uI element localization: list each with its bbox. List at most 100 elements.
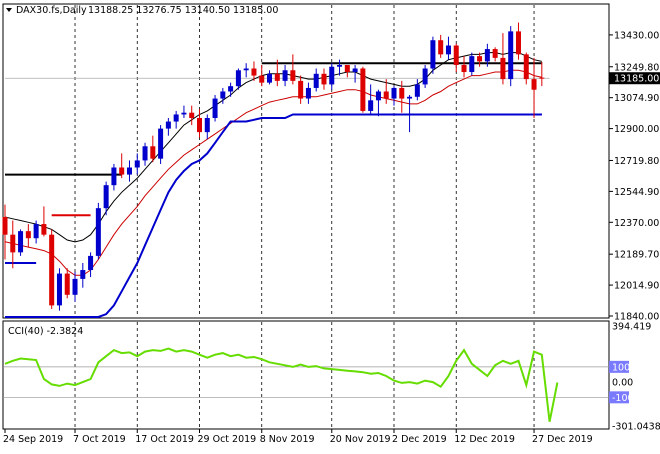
cci-tick-label: 100 bbox=[612, 362, 630, 373]
x-tick-label: 20 Nov 2019 bbox=[330, 434, 391, 445]
envelope-upper bbox=[4, 52, 542, 243]
candle-body bbox=[375, 91, 381, 101]
candle-body bbox=[243, 68, 249, 71]
candle-body bbox=[407, 96, 413, 99]
last-price-label: 13185.00 bbox=[614, 74, 659, 85]
candle-body bbox=[181, 112, 187, 115]
cci-tick-label: 394.419 bbox=[612, 322, 651, 333]
y-tick-label: 12189.70 bbox=[614, 250, 659, 261]
x-tick-label: 17 Oct 2019 bbox=[135, 434, 194, 445]
candle-body bbox=[531, 79, 537, 90]
candle-body bbox=[508, 31, 514, 80]
cci-tick-label: 0.00 bbox=[612, 378, 633, 389]
chart-symbol: DAX30.fs,Daily bbox=[16, 5, 87, 16]
y-tick-label: 13074.90 bbox=[614, 93, 659, 104]
candle-body bbox=[64, 273, 70, 295]
candle-body bbox=[500, 57, 506, 80]
candle-body bbox=[352, 68, 358, 73]
candle-body bbox=[430, 40, 436, 69]
candle-body bbox=[220, 91, 226, 99]
candle-body bbox=[383, 91, 389, 99]
candle-body bbox=[18, 231, 24, 253]
x-tick-label: 7 Oct 2019 bbox=[73, 434, 126, 445]
collapse-arrow-icon[interactable] bbox=[6, 8, 12, 12]
candle-body bbox=[25, 231, 31, 239]
candle-body bbox=[523, 54, 529, 80]
candle-body bbox=[438, 40, 444, 55]
candle-body bbox=[251, 68, 257, 76]
candle-body bbox=[204, 118, 210, 133]
y-tick-label: 13249.80 bbox=[614, 62, 659, 73]
candle-body bbox=[477, 56, 483, 62]
x-tick-label: 27 Dec 2019 bbox=[532, 434, 593, 445]
candle-body bbox=[119, 167, 125, 175]
y-tick-label: 13430.00 bbox=[614, 30, 659, 41]
candle-body bbox=[492, 49, 498, 58]
x-tick-label: 29 Oct 2019 bbox=[198, 434, 257, 445]
candle-body bbox=[173, 114, 179, 122]
x-tick-label: 12 Dec 2019 bbox=[454, 434, 515, 445]
x-tick-label: 8 Nov 2019 bbox=[260, 434, 315, 445]
candle-body bbox=[72, 278, 78, 295]
candle-body bbox=[484, 49, 490, 62]
cci-tick-label: -100 bbox=[612, 393, 634, 404]
candle-body bbox=[259, 75, 265, 83]
candle-body bbox=[321, 73, 327, 85]
candle-body bbox=[445, 45, 451, 55]
candle-body bbox=[461, 64, 467, 73]
candle-body bbox=[165, 121, 171, 129]
y-tick-label: 12900.00 bbox=[614, 124, 659, 135]
candle-body bbox=[344, 64, 350, 73]
candle-body bbox=[360, 68, 366, 111]
cci-level-tag bbox=[609, 360, 629, 373]
candle-body bbox=[189, 112, 195, 118]
candle-body bbox=[126, 167, 132, 175]
cci-panel bbox=[2, 320, 610, 430]
cci-level-tag bbox=[609, 391, 629, 404]
candle-body bbox=[33, 224, 39, 239]
chart-ohlc: 13188.25 13276.75 13140.50 13185.00 bbox=[88, 5, 278, 16]
candle-body bbox=[453, 45, 459, 65]
candle-body bbox=[134, 160, 140, 168]
candle-body bbox=[469, 56, 475, 73]
candle-body bbox=[56, 273, 62, 306]
y-tick-label: 11840.00 bbox=[614, 312, 659, 323]
candle-body bbox=[80, 270, 86, 279]
candle-body bbox=[282, 70, 288, 81]
candle-body bbox=[329, 66, 335, 85]
candle-body bbox=[414, 84, 420, 97]
candle-body bbox=[150, 146, 156, 159]
y-tick-label: 12370.00 bbox=[614, 218, 659, 229]
candle-body bbox=[95, 208, 101, 256]
x-tick-label: 2 Dec 2019 bbox=[392, 434, 447, 445]
candle-body bbox=[368, 100, 374, 111]
candle-body bbox=[391, 87, 397, 99]
candle-body bbox=[41, 224, 47, 235]
y-tick-label: 12544.90 bbox=[614, 187, 659, 198]
candle-body bbox=[88, 255, 94, 271]
trailing-stop bbox=[5, 113, 542, 318]
candle-body bbox=[539, 77, 545, 79]
candle-body bbox=[313, 73, 319, 88]
y-tick-label: 12719.80 bbox=[614, 156, 659, 167]
candle-body bbox=[142, 146, 148, 161]
candle-body bbox=[290, 70, 296, 81]
envelope-lower bbox=[4, 69, 542, 276]
candle-body bbox=[111, 167, 117, 186]
price-panel bbox=[2, 3, 610, 319]
y-tick-label: 12014.90 bbox=[614, 281, 659, 292]
cci-line bbox=[4, 347, 559, 422]
candle-body bbox=[235, 70, 241, 87]
candle-body bbox=[49, 234, 55, 306]
candle-body bbox=[158, 128, 164, 159]
candle-body bbox=[337, 64, 343, 67]
candle-body bbox=[515, 31, 521, 55]
candle-body bbox=[10, 234, 16, 253]
candle-body bbox=[298, 80, 304, 99]
x-tick-label: 24 Sep 2019 bbox=[3, 434, 63, 445]
candle-body bbox=[212, 98, 218, 118]
cci-title: CCI(40) -2.3824 bbox=[8, 326, 83, 337]
candle-body bbox=[422, 68, 428, 85]
